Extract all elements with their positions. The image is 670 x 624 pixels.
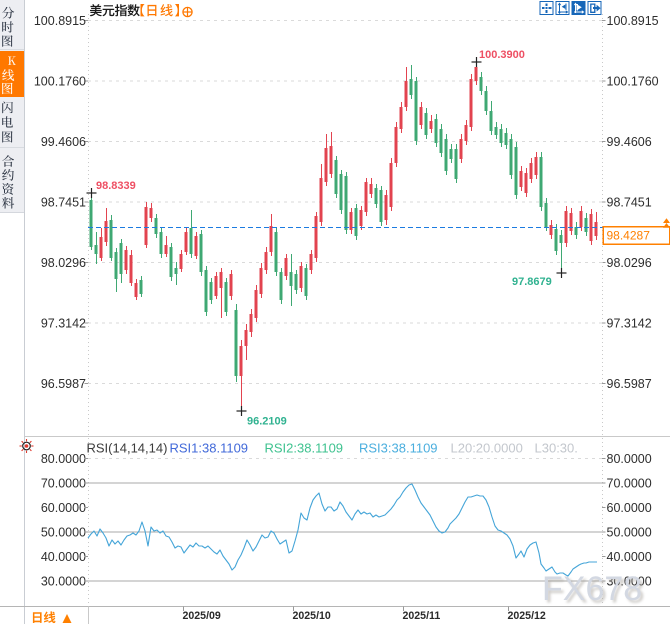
svg-text:2025/09: 2025/09 <box>183 610 221 622</box>
svg-text:L30:30.: L30:30. <box>535 441 578 456</box>
svg-text:96.5987: 96.5987 <box>41 377 86 391</box>
svg-text:50.0000: 50.0000 <box>607 526 652 540</box>
svg-text:2025/10: 2025/10 <box>293 610 331 622</box>
svg-text:RSI2:38.1109: RSI2:38.1109 <box>265 441 344 456</box>
svg-text:70.0000: 70.0000 <box>607 477 652 491</box>
svg-text:40.0000: 40.0000 <box>607 550 652 564</box>
svg-text:80.0000: 80.0000 <box>607 452 652 466</box>
svg-text:70.0000: 70.0000 <box>41 477 86 491</box>
svg-text:RSI(14,14,14): RSI(14,14,14) <box>87 441 168 456</box>
svg-text:96.5987: 96.5987 <box>607 377 652 391</box>
svg-text:97.3142: 97.3142 <box>607 317 652 331</box>
svg-text:99.4606: 99.4606 <box>41 135 86 149</box>
svg-text:100.8915: 100.8915 <box>34 14 86 28</box>
svg-text:FX678: FX678 <box>545 573 645 611</box>
svg-text:98.7451: 98.7451 <box>41 196 86 210</box>
svg-text:97.8679: 97.8679 <box>512 276 552 288</box>
svg-text:98.8339: 98.8339 <box>96 180 136 192</box>
svg-text:50.0000: 50.0000 <box>41 526 86 540</box>
svg-text:100.8915: 100.8915 <box>607 14 659 28</box>
svg-text:60.0000: 60.0000 <box>607 501 652 515</box>
svg-text:98.4287: 98.4287 <box>607 229 651 243</box>
svg-text:100.1760: 100.1760 <box>34 75 86 89</box>
svg-text:98.0296: 98.0296 <box>41 256 86 270</box>
svg-text:98.0296: 98.0296 <box>607 256 652 270</box>
svg-text:100.3900: 100.3900 <box>479 49 525 61</box>
svg-text:RSI1:38.1109: RSI1:38.1109 <box>170 441 249 456</box>
svg-text:RSI3:38.1109: RSI3:38.1109 <box>359 441 438 456</box>
svg-text:FX678: FX678 <box>542 570 642 608</box>
svg-text:98.7451: 98.7451 <box>607 196 652 210</box>
svg-text:80.0000: 80.0000 <box>41 452 86 466</box>
svg-text:99.4606: 99.4606 <box>607 135 652 149</box>
svg-text:2025/11: 2025/11 <box>403 610 441 622</box>
svg-text:30.0000: 30.0000 <box>607 575 652 589</box>
svg-text:L20:20.0000: L20:20.0000 <box>451 441 523 456</box>
svg-text:40.0000: 40.0000 <box>41 550 86 564</box>
svg-text:97.3142: 97.3142 <box>41 317 86 331</box>
svg-text:60.0000: 60.0000 <box>41 501 86 515</box>
svg-text:96.2109: 96.2109 <box>247 416 287 428</box>
svg-text:100.1760: 100.1760 <box>607 75 659 89</box>
svg-text:2025/12: 2025/12 <box>508 610 546 622</box>
svg-text:30.0000: 30.0000 <box>41 575 86 589</box>
